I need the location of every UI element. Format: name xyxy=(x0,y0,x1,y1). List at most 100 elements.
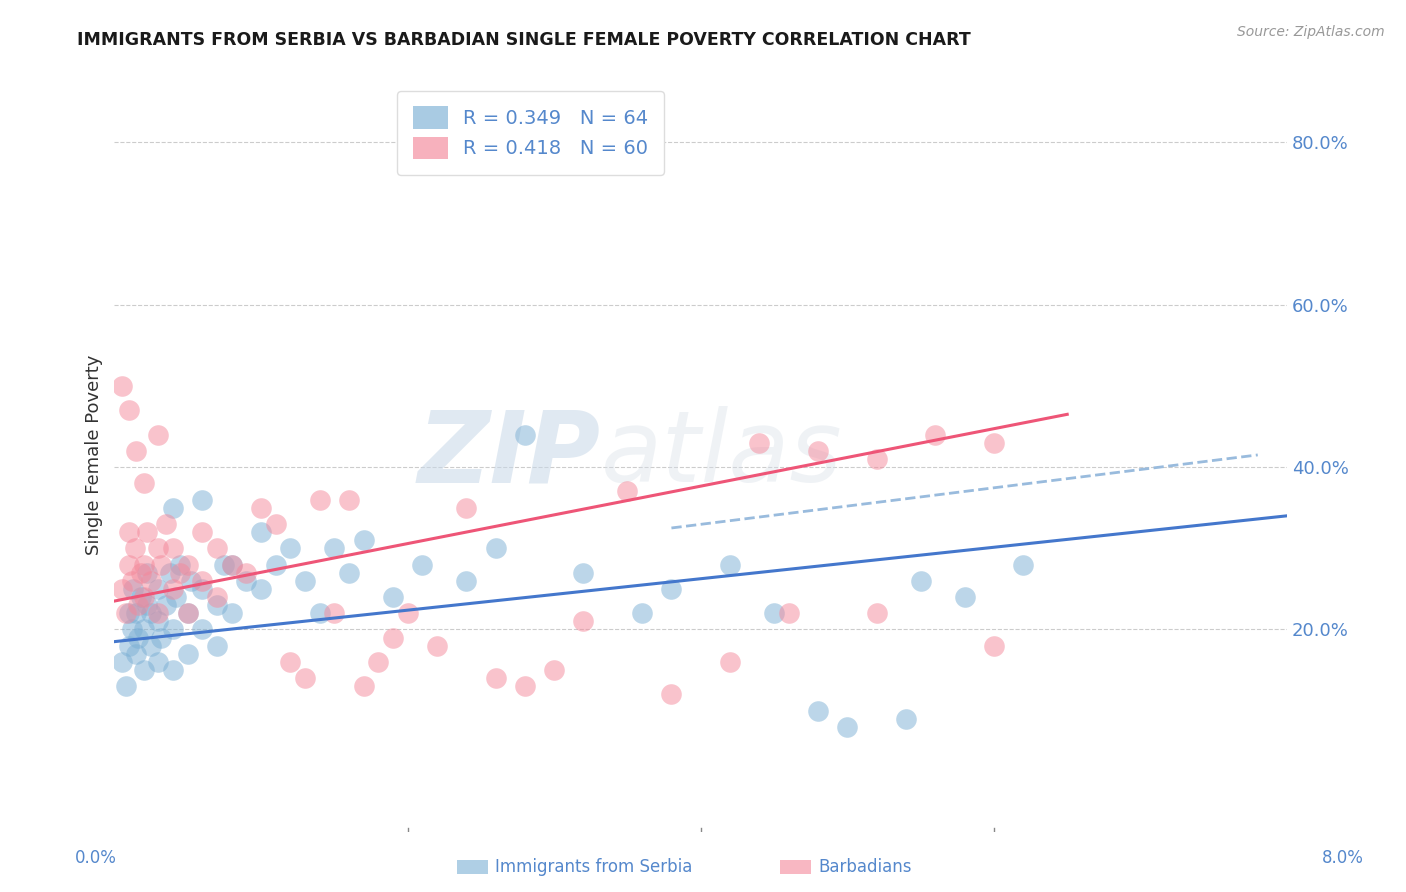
Point xyxy=(177,606,200,620)
Point xyxy=(367,655,389,669)
Point xyxy=(807,704,830,718)
Point xyxy=(381,631,404,645)
Point xyxy=(165,590,187,604)
Point xyxy=(191,524,214,539)
Point xyxy=(456,574,478,588)
Point xyxy=(661,687,683,701)
Point xyxy=(177,558,200,572)
Point xyxy=(148,541,170,556)
Point xyxy=(221,558,243,572)
Point xyxy=(572,615,595,629)
Point xyxy=(205,639,228,653)
Point xyxy=(159,566,181,580)
Text: Source: ZipAtlas.com: Source: ZipAtlas.com xyxy=(1237,25,1385,39)
Point xyxy=(337,492,360,507)
Point xyxy=(572,566,595,580)
Point xyxy=(111,655,134,669)
Point xyxy=(148,606,170,620)
Point xyxy=(125,606,148,620)
Point xyxy=(115,679,138,693)
Point xyxy=(129,566,152,580)
Point xyxy=(118,606,141,620)
Point xyxy=(616,484,638,499)
Point xyxy=(135,524,157,539)
Text: 0.0%: 0.0% xyxy=(75,849,117,867)
Point xyxy=(294,574,316,588)
Point xyxy=(162,582,184,596)
Text: Immigrants from Serbia: Immigrants from Serbia xyxy=(495,858,692,876)
Point xyxy=(484,671,506,685)
Point xyxy=(250,524,273,539)
Point xyxy=(118,558,141,572)
Point xyxy=(631,606,654,620)
Point xyxy=(278,655,301,669)
Text: IMMIGRANTS FROM SERBIA VS BARBADIAN SINGLE FEMALE POVERTY CORRELATION CHART: IMMIGRANTS FROM SERBIA VS BARBADIAN SING… xyxy=(77,31,972,49)
Point xyxy=(381,590,404,604)
Point xyxy=(205,541,228,556)
Point xyxy=(264,558,287,572)
Point xyxy=(139,606,162,620)
Point xyxy=(111,582,134,596)
Point xyxy=(308,492,330,507)
Point xyxy=(162,500,184,515)
Point xyxy=(132,623,155,637)
Point xyxy=(155,598,177,612)
Point xyxy=(177,647,200,661)
Point xyxy=(150,558,173,572)
Point xyxy=(125,647,148,661)
Point xyxy=(121,574,143,588)
Point xyxy=(353,533,375,548)
Point xyxy=(191,582,214,596)
Point xyxy=(953,590,976,604)
Point xyxy=(513,679,536,693)
Point xyxy=(294,671,316,685)
Point xyxy=(924,427,946,442)
Point xyxy=(127,598,149,612)
Point xyxy=(513,427,536,442)
Point xyxy=(983,639,1005,653)
Point xyxy=(456,500,478,515)
Point xyxy=(135,598,157,612)
Point xyxy=(122,582,145,596)
Point xyxy=(121,623,143,637)
Point xyxy=(132,590,155,604)
Point xyxy=(763,606,786,620)
Text: ZIP: ZIP xyxy=(418,407,602,503)
Point xyxy=(118,639,141,653)
Text: atlas: atlas xyxy=(602,407,842,503)
Point xyxy=(148,615,170,629)
Point xyxy=(411,558,433,572)
Point xyxy=(866,452,889,467)
Point xyxy=(323,541,346,556)
Point xyxy=(837,720,859,734)
Point xyxy=(1012,558,1035,572)
Point xyxy=(191,623,214,637)
Point xyxy=(308,606,330,620)
Point xyxy=(205,590,228,604)
Point xyxy=(118,524,141,539)
Point xyxy=(543,663,565,677)
Point xyxy=(150,631,173,645)
Point xyxy=(235,574,257,588)
Point xyxy=(115,606,138,620)
Point xyxy=(264,516,287,531)
Point xyxy=(205,598,228,612)
Point xyxy=(111,379,134,393)
Point xyxy=(132,558,155,572)
Point xyxy=(129,590,152,604)
Text: 8.0%: 8.0% xyxy=(1322,849,1364,867)
Point xyxy=(910,574,932,588)
Point xyxy=(132,663,155,677)
Point xyxy=(748,435,770,450)
Point xyxy=(221,606,243,620)
Point xyxy=(118,403,141,417)
Point xyxy=(177,606,200,620)
Point xyxy=(396,606,419,620)
Point xyxy=(778,606,800,620)
Point xyxy=(169,558,191,572)
Point xyxy=(221,558,243,572)
Point xyxy=(162,541,184,556)
Point xyxy=(353,679,375,693)
Point xyxy=(191,574,214,588)
Point xyxy=(139,574,162,588)
